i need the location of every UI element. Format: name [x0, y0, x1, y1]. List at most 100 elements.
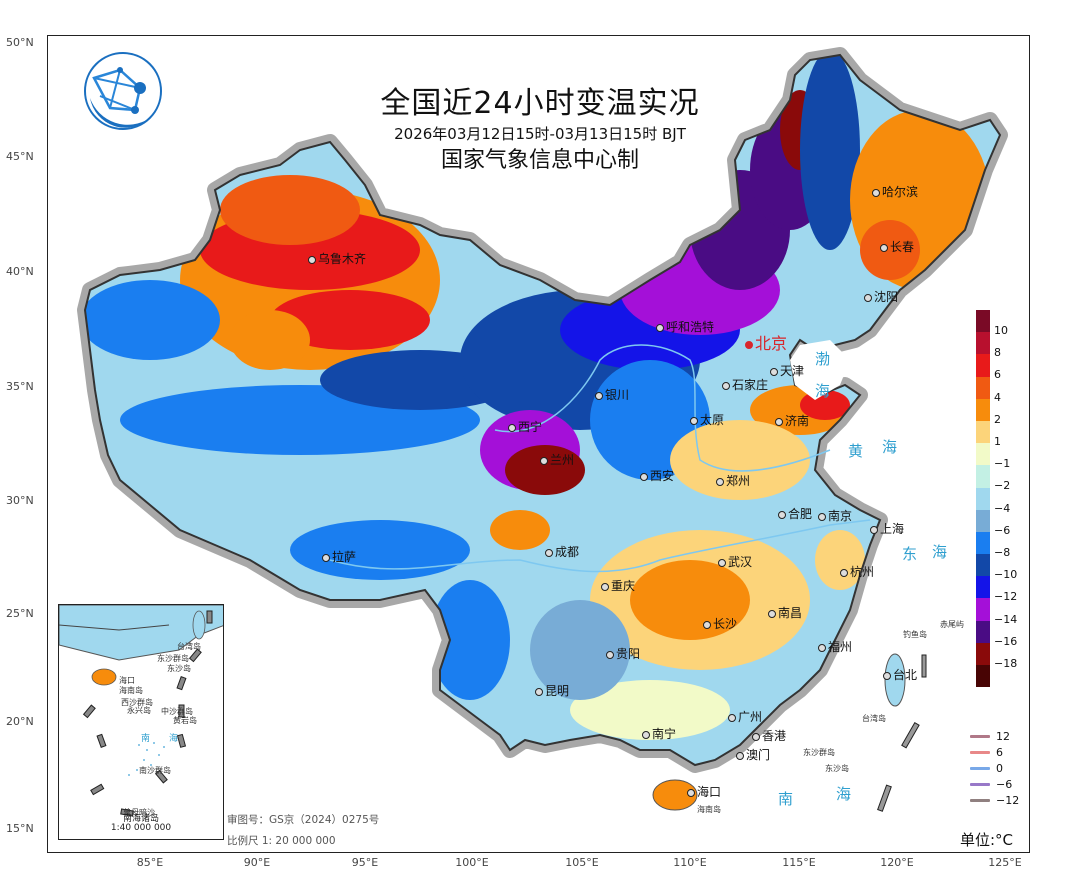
city-name: 郑州: [726, 474, 751, 488]
city-label: 武汉: [718, 553, 752, 570]
inset-label: 黄岩岛: [173, 716, 197, 725]
lat-tick-label: 30°N: [6, 494, 34, 507]
legend-color-cell: [976, 376, 990, 399]
city-dot-icon: [595, 391, 603, 400]
city-dot-icon: [640, 472, 648, 481]
city-label: 广州: [728, 708, 762, 725]
inset-label: 永兴岛: [127, 706, 151, 715]
city-name: 香港: [762, 729, 787, 743]
city-dot-icon: [716, 477, 724, 486]
city-dot-icon: [752, 732, 760, 741]
city-label: 太原: [690, 411, 724, 428]
city-name: 贵阳: [616, 647, 641, 661]
sea-label: 海: [932, 543, 948, 561]
city-dot-icon: [818, 512, 826, 521]
bohai-sea: [790, 340, 850, 400]
city-name: 兰州: [550, 453, 575, 467]
line-legend-item: 12: [970, 728, 1019, 744]
city-dot-icon: [690, 416, 698, 425]
city-name: 南京: [828, 509, 853, 523]
sea-label: 海: [836, 785, 852, 803]
city-name: 呼和浩特: [666, 320, 715, 334]
inset-label: 东沙群岛: [157, 654, 189, 663]
city-label: 长春: [880, 238, 914, 255]
line-legend-label: 0: [996, 761, 1003, 775]
city-dot-icon: [308, 255, 316, 264]
city-dot-icon: [703, 620, 711, 629]
inset-label: 台湾岛: [177, 642, 201, 651]
legend-color-cell: [976, 531, 990, 555]
legend-tick-label: 4: [994, 390, 1001, 404]
map-title: 全国近24小时变温实况: [380, 86, 700, 121]
line-swatch: [970, 766, 990, 770]
city-dot-icon: [722, 381, 730, 390]
inset-scale: 1:40 000 000: [110, 823, 172, 833]
inset-label: 南: [141, 734, 151, 744]
city-name: 重庆: [611, 579, 636, 593]
island-label: 东沙群岛: [803, 748, 835, 757]
city-label: 哈尔滨: [872, 183, 918, 200]
line-legend-label: 6: [996, 745, 1003, 759]
city-label: 海口: [687, 783, 721, 800]
city-dot-icon: [728, 713, 736, 722]
lat-tick-label: 35°N: [6, 380, 34, 393]
inset-label: 南沙群岛: [139, 766, 171, 775]
taiwan-island: [884, 653, 906, 707]
city-name: 乌鲁木齐: [318, 252, 367, 266]
island-label: 台湾岛: [862, 714, 886, 723]
legend-tick-label: 8: [994, 346, 1001, 360]
city-dot-icon: [818, 643, 826, 652]
lat-tick-label: 20°N: [6, 715, 34, 728]
sea-label: 渤: [815, 350, 831, 368]
city-label: 西安: [640, 467, 674, 484]
city-label: 石家庄: [722, 376, 768, 393]
island-label: 海南岛: [697, 805, 721, 814]
line-swatch: [970, 782, 990, 786]
legend-tick-label: −8: [994, 546, 1011, 559]
inset-label: 海: [169, 734, 179, 744]
city-name: 长春: [890, 240, 915, 254]
lon-tick-label: 85°E: [136, 856, 164, 869]
city-dot-icon: [601, 582, 609, 591]
map-approval-number: 审图号：GS京（2024）0275号: [227, 814, 380, 826]
city-label: 南京: [818, 507, 852, 524]
legend-tick-label: −18: [994, 657, 1018, 670]
city-dot-icon: [883, 671, 891, 680]
lat-tick-label: 40°N: [6, 265, 34, 278]
national-border: [83, 53, 1002, 767]
city-dot-icon: [778, 510, 786, 519]
line-legend-item: −6: [970, 776, 1019, 792]
city-name: 长沙: [713, 617, 738, 631]
city-name: 西宁: [518, 420, 543, 434]
city-name: 银川: [605, 388, 630, 402]
city-dot-icon: [880, 243, 888, 252]
line-legend-item: 0: [970, 760, 1019, 776]
city-label: 贵阳: [606, 645, 640, 662]
legend-color-cell: [976, 443, 990, 466]
city-name: 哈尔滨: [882, 185, 919, 199]
sea-label: 黄: [848, 442, 864, 460]
city-dot-icon: [872, 188, 880, 197]
lat-tick-label: 15°N: [6, 822, 34, 835]
boundary-dashes: [877, 654, 927, 812]
city-name: 北京: [755, 334, 788, 353]
color-legend: 10 8 6 4 2 1 −1 −2 −4 −6 −8 −10 −12 −14 −16 −18: [976, 310, 1017, 688]
city-dot-icon: [840, 568, 848, 577]
city-label: 沈阳: [864, 288, 898, 305]
city-label: 合肥: [778, 505, 812, 522]
city-label: 澳门: [736, 746, 770, 763]
approval-info: 审图号：GS京（2024）0275号 比例尺 1: 20 000 000: [227, 810, 379, 852]
legend-color-cell: [976, 576, 990, 599]
legend-tick-label: 2: [994, 412, 1001, 426]
city-label: 南宁: [642, 725, 676, 742]
city-label: 台北: [883, 666, 917, 683]
inset-label: 海口: [119, 676, 135, 685]
city-label: 郑州: [716, 472, 750, 489]
city-dot-icon: [322, 553, 330, 562]
city-name: 太原: [700, 413, 725, 427]
city-name: 台北: [893, 668, 918, 682]
legend-tick-label: −6: [994, 523, 1011, 537]
city-label: 昆明: [535, 682, 569, 699]
line-legend-label: −12: [996, 793, 1020, 807]
legend-color-cell: [976, 642, 990, 665]
